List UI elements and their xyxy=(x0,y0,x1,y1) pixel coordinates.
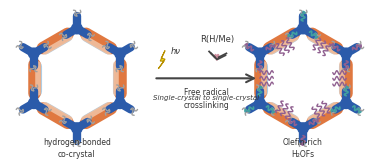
Polygon shape xyxy=(158,51,165,69)
Text: crosslinking: crosslinking xyxy=(183,101,229,110)
Text: hydrogen-bonded
co-crystal: hydrogen-bonded co-crystal xyxy=(43,138,111,159)
Circle shape xyxy=(298,123,308,133)
Circle shape xyxy=(341,98,352,109)
Circle shape xyxy=(255,98,265,109)
Text: Olefin-rich
H₂OFs: Olefin-rich H₂OFs xyxy=(283,138,323,159)
Circle shape xyxy=(341,48,352,59)
Circle shape xyxy=(115,48,125,59)
Circle shape xyxy=(28,98,39,109)
Circle shape xyxy=(115,98,125,109)
Text: Single-crystal to single-crystal: Single-crystal to single-crystal xyxy=(153,95,259,101)
Text: hν: hν xyxy=(171,47,181,56)
Circle shape xyxy=(298,23,308,34)
Circle shape xyxy=(255,48,265,59)
Text: R(H/Me): R(H/Me) xyxy=(200,35,234,44)
Circle shape xyxy=(71,23,82,34)
Circle shape xyxy=(28,48,39,59)
Text: Free radical: Free radical xyxy=(184,88,229,97)
Circle shape xyxy=(71,123,82,133)
